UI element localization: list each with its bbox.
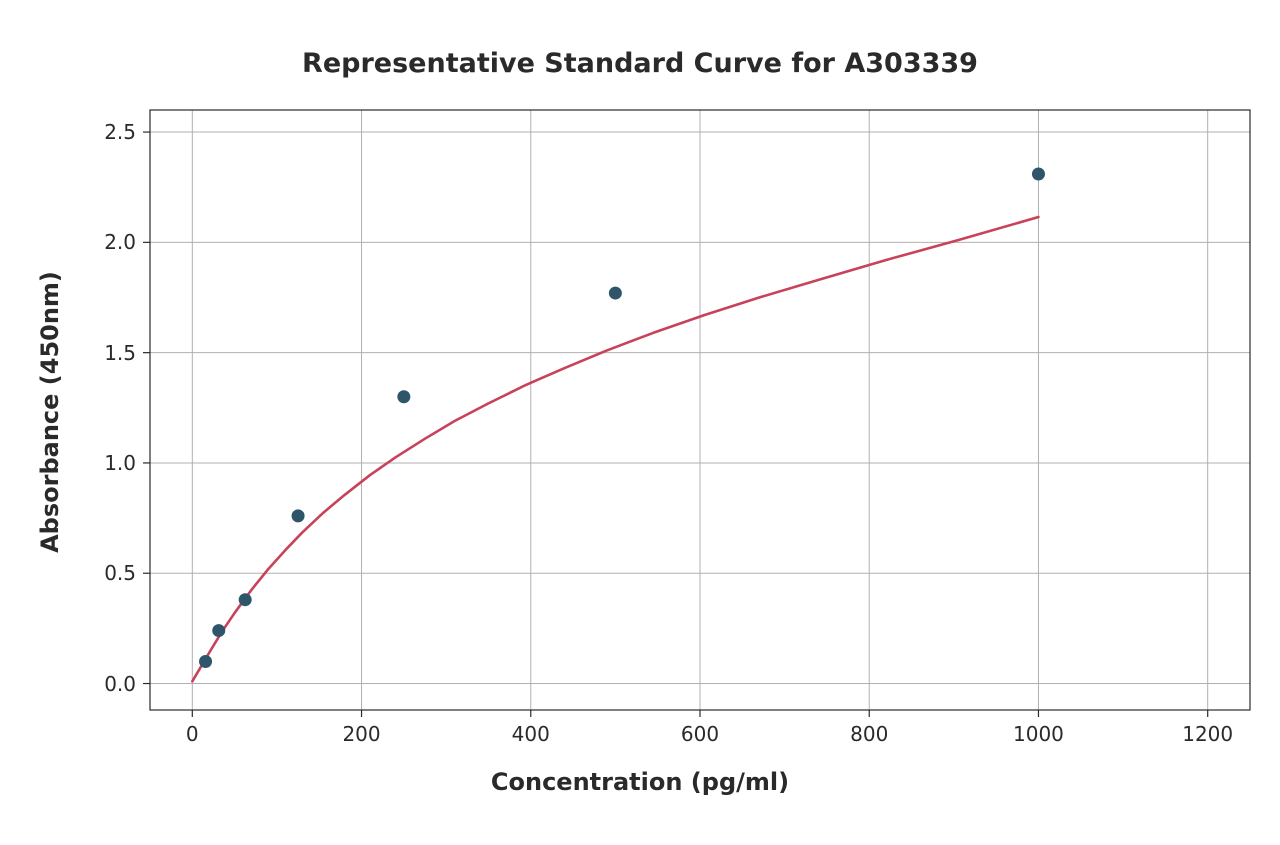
y-tick-label: 0.5 — [104, 561, 136, 585]
y-tick-label: 2.5 — [104, 120, 136, 144]
data-point — [609, 287, 622, 300]
chart-title: Representative Standard Curve for A30333… — [0, 48, 1280, 79]
x-tick-label: 800 — [850, 722, 888, 746]
data-point — [292, 509, 305, 522]
y-tick-label: 1.5 — [104, 341, 136, 365]
plot-svg — [150, 110, 1250, 710]
data-point — [199, 655, 212, 668]
x-tick-label: 200 — [342, 722, 380, 746]
y-axis-label: Absorbance (450nm) — [36, 262, 64, 562]
y-tick-label: 0.0 — [104, 672, 136, 696]
data-point — [397, 390, 410, 403]
x-tick-label: 1200 — [1182, 722, 1233, 746]
plot-area — [150, 110, 1250, 710]
y-tick-label: 1.0 — [104, 451, 136, 475]
x-tick-label: 0 — [186, 722, 199, 746]
data-point — [212, 624, 225, 637]
y-tick-label: 2.0 — [104, 230, 136, 254]
x-tick-label: 600 — [681, 722, 719, 746]
x-tick-label: 400 — [512, 722, 550, 746]
chart-figure: Representative Standard Curve for A30333… — [0, 0, 1280, 845]
x-axis-label: Concentration (pg/ml) — [0, 768, 1280, 796]
data-point — [1032, 167, 1045, 180]
x-tick-label: 1000 — [1013, 722, 1064, 746]
data-point — [239, 593, 252, 606]
